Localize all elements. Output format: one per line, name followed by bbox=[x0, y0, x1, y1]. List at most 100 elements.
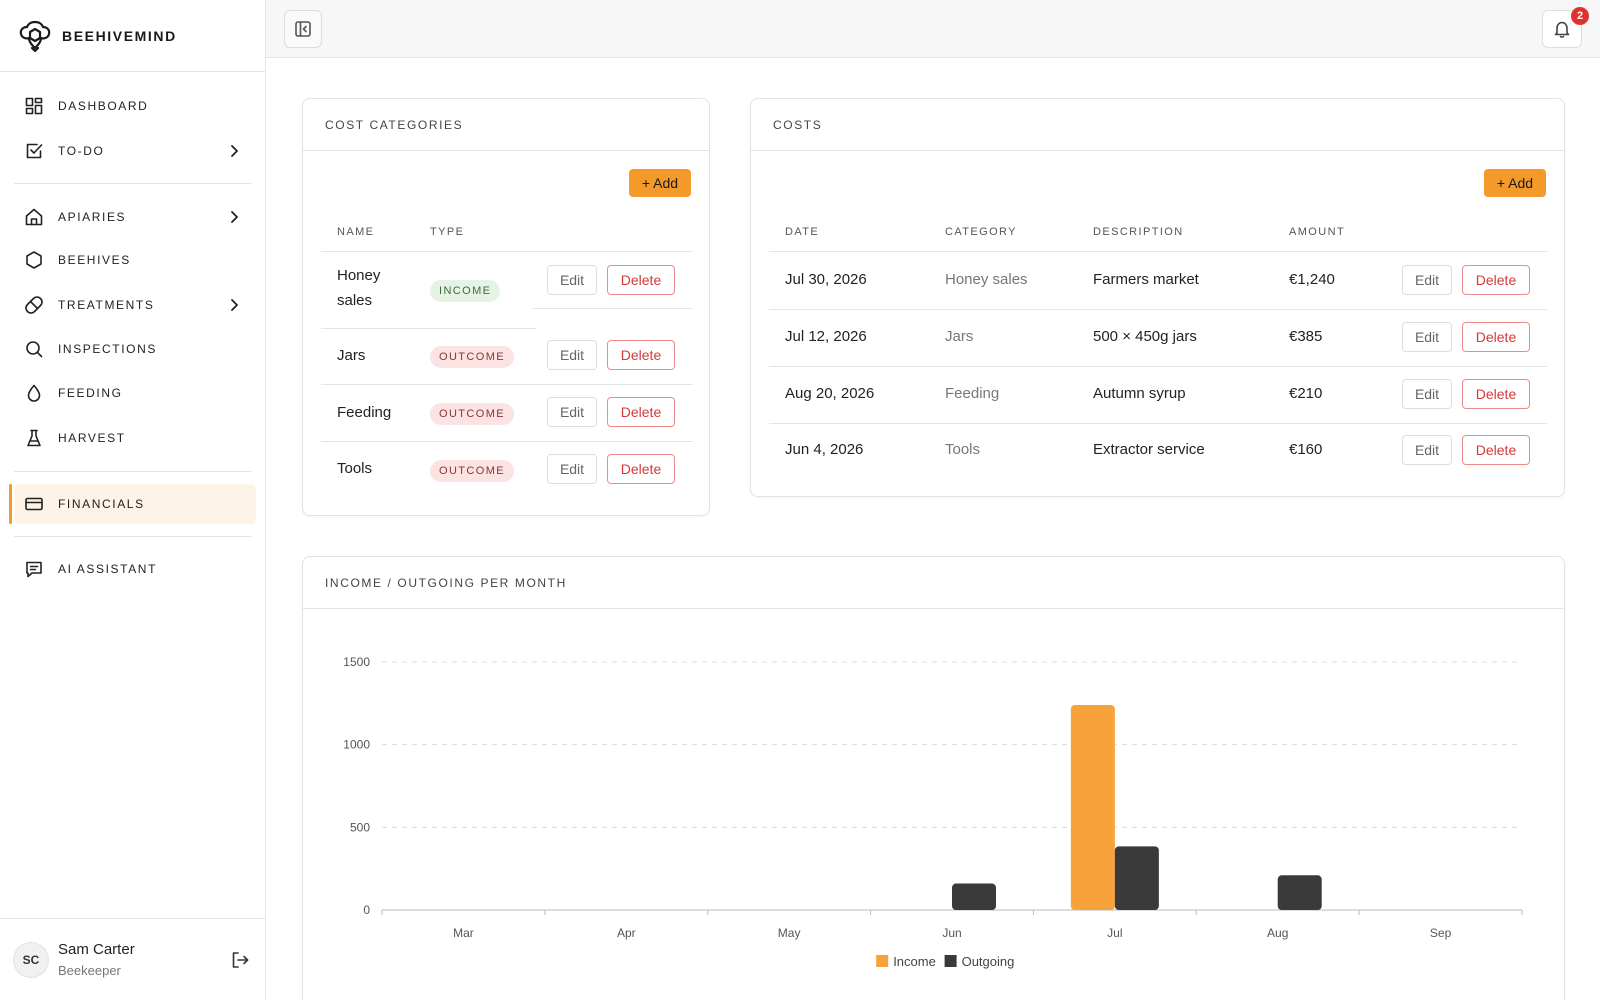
user-name: Sam Carter bbox=[58, 941, 135, 958]
sidebar-item-treatments[interactable]: TREATMENTS bbox=[14, 285, 256, 325]
add-cost-button[interactable]: + Add bbox=[1484, 169, 1546, 197]
chevron-right-icon bbox=[226, 143, 242, 159]
edit-button[interactable]: Edit bbox=[1402, 435, 1452, 465]
sidebar-item-financials[interactable]: FINANCIALS bbox=[9, 484, 256, 524]
sidebar-item-todo[interactable]: TO-DO bbox=[14, 131, 256, 171]
category-name: sales bbox=[337, 292, 373, 309]
legend-swatch bbox=[944, 955, 957, 967]
flask-icon bbox=[24, 428, 44, 448]
cost-category: Honey sales bbox=[945, 271, 1028, 288]
sidebar-item-harvest[interactable]: HARVEST bbox=[14, 418, 256, 458]
delete-button[interactable]: Delete bbox=[607, 265, 675, 295]
edit-button[interactable]: Edit bbox=[547, 454, 597, 484]
type-badge: OUTCOME bbox=[430, 403, 515, 425]
sidebar-item-ai-assistant[interactable]: AI ASSISTANT bbox=[14, 549, 256, 589]
category-name: Tools bbox=[337, 460, 373, 477]
column-header-description: DESCRIPTION bbox=[1093, 226, 1184, 238]
type-badge: INCOME bbox=[430, 280, 501, 302]
cost-category: Tools bbox=[945, 441, 981, 458]
card-title: INCOME / OUTGOING PER MONTH bbox=[303, 557, 1564, 609]
sidebar-item-label: TREATMENTS bbox=[58, 298, 155, 312]
cost-amount: €160 bbox=[1289, 441, 1323, 458]
cost-description: 500 × 450g jars bbox=[1093, 328, 1197, 345]
cost-date: Jul 12, 2026 bbox=[785, 328, 867, 345]
notification-badge: 2 bbox=[1571, 7, 1589, 25]
cost-category: Jars bbox=[945, 328, 974, 345]
add-category-button[interactable]: + Add bbox=[629, 169, 691, 197]
bar-income bbox=[1070, 704, 1115, 910]
cost-date: Jun 4, 2026 bbox=[785, 441, 864, 458]
column-header-type: TYPE bbox=[430, 226, 465, 238]
row-divider bbox=[321, 441, 693, 442]
column-header-category: CATEGORY bbox=[945, 226, 1017, 238]
grid-icon bbox=[24, 96, 44, 116]
cost-categories-card: COST CATEGORIES + Add NAME TYPE Honey sa… bbox=[302, 98, 710, 516]
edit-button[interactable]: Edit bbox=[1402, 379, 1452, 409]
delete-button[interactable]: Delete bbox=[1462, 322, 1530, 352]
edit-button[interactable]: Edit bbox=[1402, 322, 1452, 352]
legend-label: Outgoing bbox=[962, 954, 1015, 969]
sidebar-toggle-button[interactable] bbox=[284, 10, 322, 48]
category-name: Honey bbox=[337, 267, 381, 284]
sidebar-item-label: DASHBOARD bbox=[58, 99, 149, 113]
delete-button[interactable]: Delete bbox=[1462, 435, 1530, 465]
card-icon bbox=[24, 494, 44, 514]
nav-divider bbox=[14, 183, 252, 184]
cost-description: Extractor service bbox=[1093, 441, 1205, 458]
sidebar-item-inspections[interactable]: INSPECTIONS bbox=[14, 329, 256, 369]
sidebar-item-beehives[interactable]: BEEHIVES bbox=[14, 240, 256, 280]
search-icon bbox=[24, 339, 44, 359]
legend-swatch bbox=[876, 955, 889, 967]
x-tick-label: Jun bbox=[942, 926, 961, 940]
delete-button[interactable]: Delete bbox=[607, 454, 675, 484]
sidebar-item-dashboard[interactable]: DASHBOARD bbox=[14, 86, 256, 126]
cost-description: Farmers market bbox=[1093, 271, 1199, 288]
cost-amount: €210 bbox=[1289, 385, 1323, 402]
row-divider bbox=[769, 423, 1547, 424]
hexagon-icon bbox=[24, 250, 44, 270]
card-title: COSTS bbox=[751, 99, 1564, 151]
delete-button[interactable]: Delete bbox=[607, 397, 675, 427]
delete-button[interactable]: Delete bbox=[607, 340, 675, 370]
table-divider bbox=[321, 251, 693, 252]
bell-icon bbox=[1554, 21, 1570, 38]
delete-button[interactable]: Delete bbox=[1462, 379, 1530, 409]
edit-button[interactable]: Edit bbox=[547, 340, 597, 370]
delete-button[interactable]: Delete bbox=[1462, 265, 1530, 295]
sidebar-item-label: INSPECTIONS bbox=[58, 342, 157, 356]
sidebar: BEEHIVEMIND DASHBOARD TO-DO APIARIES BEE… bbox=[0, 0, 266, 1000]
bar-outgoing bbox=[952, 883, 996, 910]
sidebar-item-feeding[interactable]: FEEDING bbox=[14, 373, 256, 413]
sidebar-item-label: HARVEST bbox=[58, 431, 126, 445]
x-tick-label: Mar bbox=[453, 926, 474, 940]
x-tick-label: Aug bbox=[1267, 926, 1288, 940]
notifications-button[interactable]: 2 bbox=[1542, 7, 1589, 48]
category-name: Feeding bbox=[337, 404, 392, 421]
sidebar-item-label: FEEDING bbox=[58, 386, 123, 400]
x-tick-label: Jul bbox=[1107, 926, 1122, 940]
x-tick-label: May bbox=[778, 926, 801, 940]
sidebar-item-label: FINANCIALS bbox=[58, 497, 145, 511]
edit-button[interactable]: Edit bbox=[547, 265, 597, 295]
card-title: COST CATEGORIES bbox=[303, 99, 709, 151]
bar-outgoing bbox=[1277, 875, 1322, 910]
costs-card: COSTS + Add DATE CATEGORY DESCRIPTION AM… bbox=[750, 98, 1565, 497]
bar-outgoing bbox=[1114, 846, 1159, 910]
row-divider bbox=[769, 366, 1547, 367]
y-tick-label: 0 bbox=[363, 903, 370, 917]
edit-button[interactable]: Edit bbox=[1402, 265, 1452, 295]
user-info: Sam Carter Beekeeper bbox=[58, 941, 135, 978]
sidebar-item-apiaries[interactable]: APIARIES bbox=[14, 197, 256, 237]
brand[interactable]: BEEHIVEMIND bbox=[0, 0, 265, 72]
avatar[interactable]: SC bbox=[13, 941, 49, 978]
x-tick-label: Apr bbox=[617, 926, 636, 940]
edit-button[interactable]: Edit bbox=[547, 397, 597, 427]
income-outgoing-chart-card: INCOME / OUTGOING PER MONTH 0 500 1000 1500… bbox=[302, 556, 1565, 1000]
home-icon bbox=[24, 207, 44, 227]
y-tick-label: 1000 bbox=[343, 738, 370, 752]
column-header-date: DATE bbox=[785, 226, 820, 238]
user-panel: SC Sam Carter Beekeeper bbox=[0, 918, 266, 1000]
logout-icon[interactable] bbox=[230, 950, 250, 970]
nav-divider bbox=[14, 536, 252, 537]
cost-amount: €1,240 bbox=[1289, 271, 1335, 288]
